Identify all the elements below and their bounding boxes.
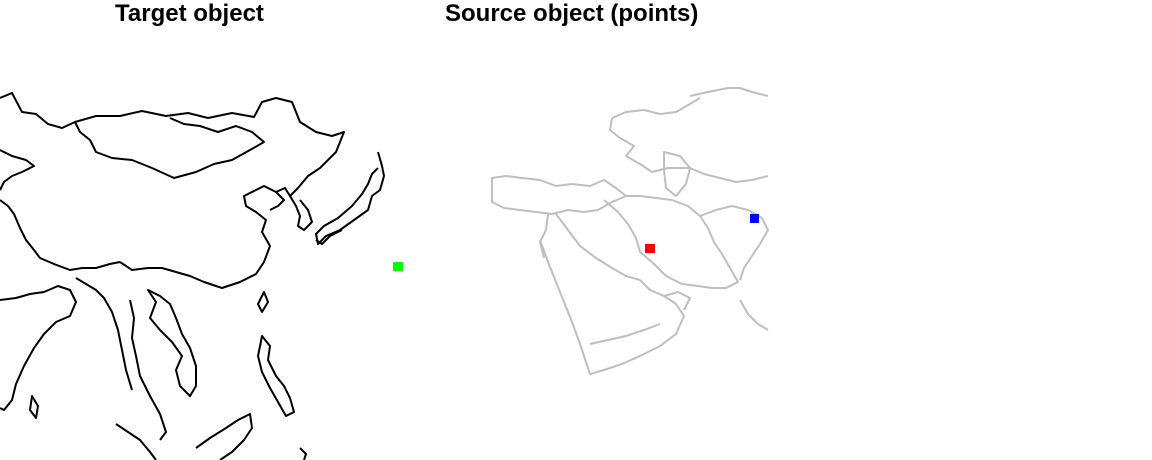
blue-point-marker — [750, 214, 759, 223]
source-panel-title: Source object (points) — [445, 0, 699, 27]
target-map — [0, 92, 385, 460]
source-map — [491, 87, 769, 375]
green-point-marker — [393, 262, 403, 271]
target-panel-title: Target object — [115, 0, 264, 27]
red-point-marker — [645, 244, 655, 253]
